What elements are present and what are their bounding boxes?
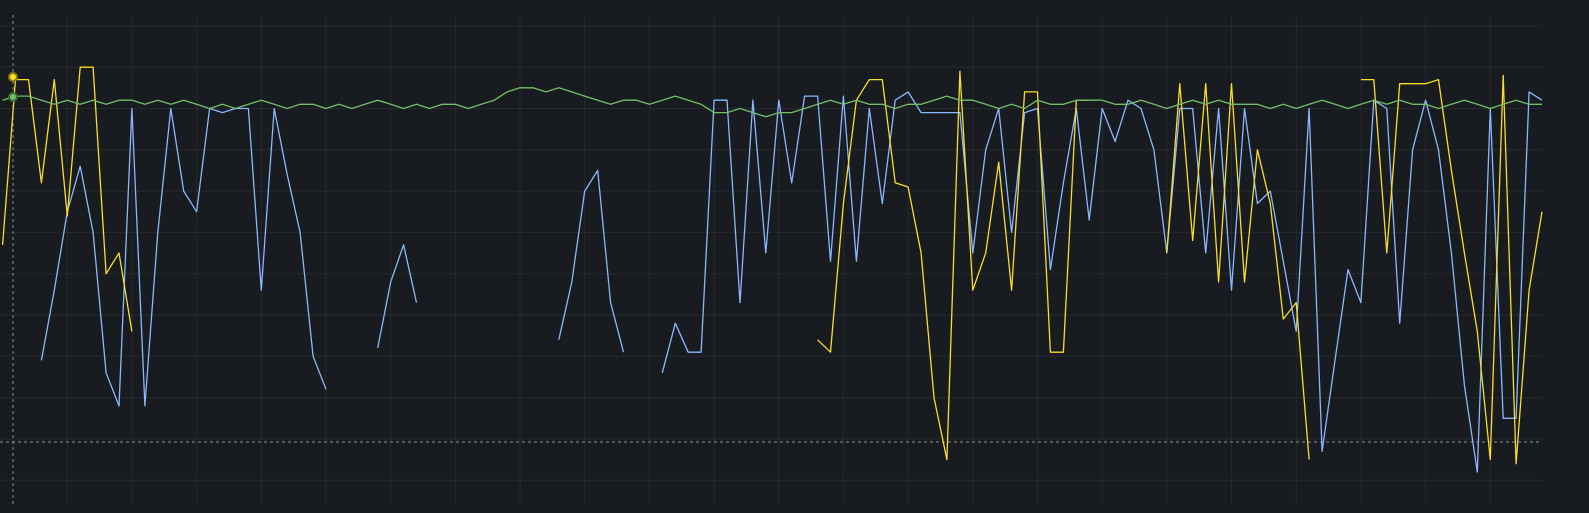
series-line xyxy=(40,91,1543,473)
grid xyxy=(0,15,1542,505)
hover-point xyxy=(8,72,18,82)
series-line xyxy=(2,87,1542,118)
series xyxy=(1,66,1543,473)
series-line xyxy=(1,66,1543,465)
hover-point xyxy=(8,92,18,102)
